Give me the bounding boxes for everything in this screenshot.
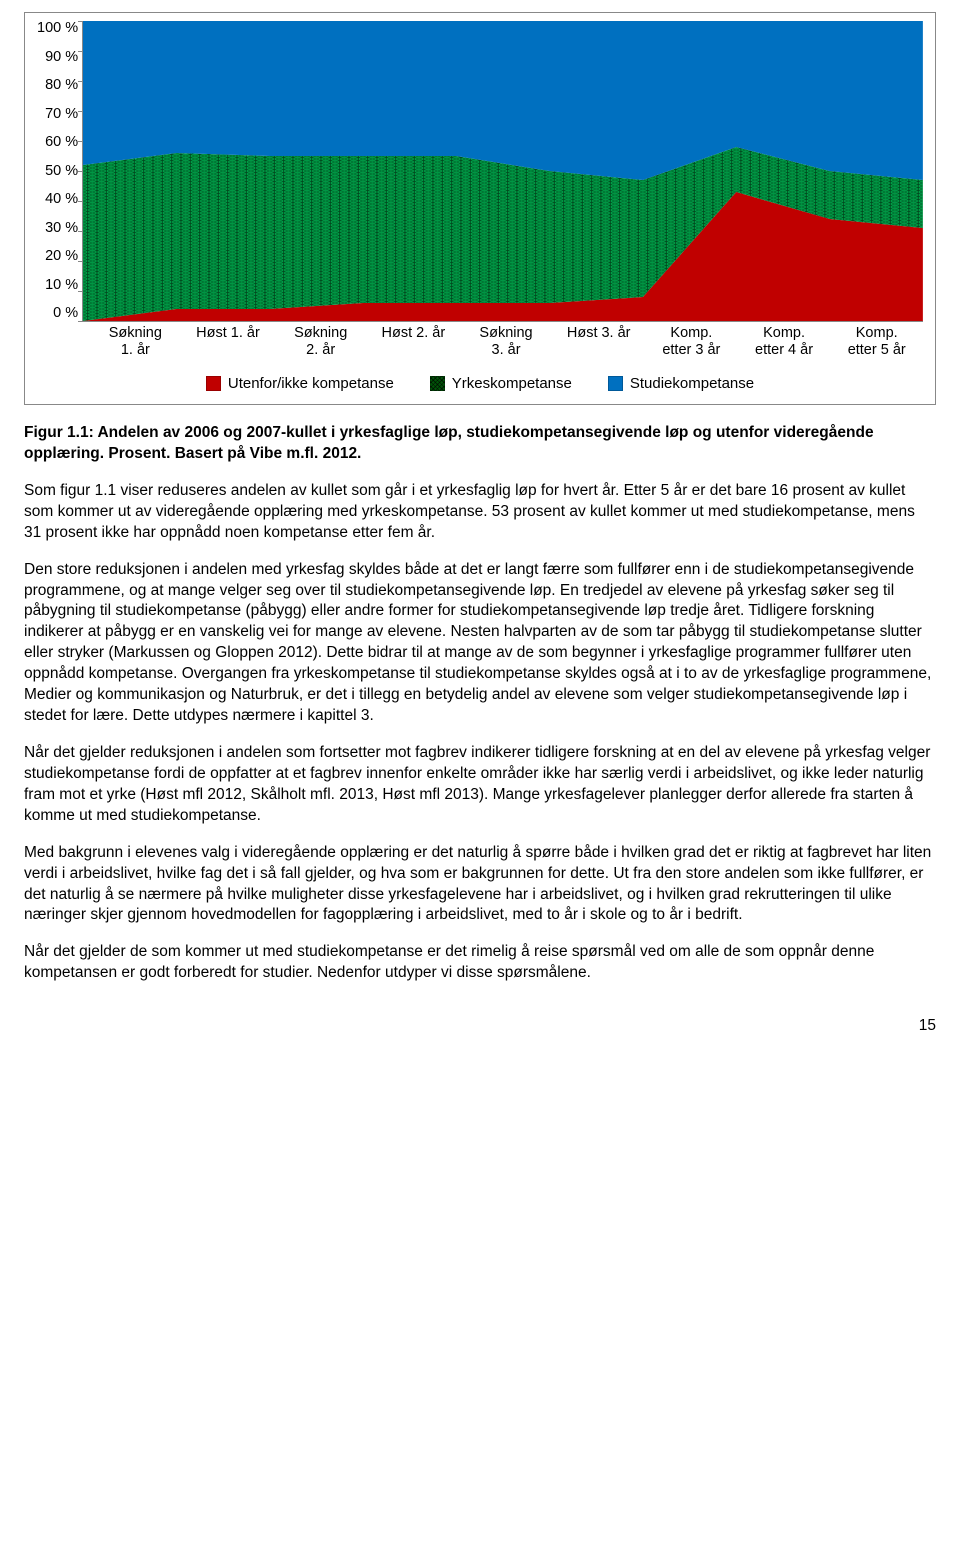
chart-container: 100 % 90 % 80 % 70 % 60 % 50 % 40 % 30 % 20 % 10 …	[24, 12, 936, 405]
legend-label: Utenfor/ikke kompetanse	[228, 374, 394, 394]
body-text: Som figur 1.1 viser reduseres andelen av…	[24, 481, 936, 984]
x-tick-label: Høst 1. år	[182, 321, 275, 360]
x-tick-label: Søkning3. år	[460, 321, 553, 360]
body-paragraph: Med bakgrunn i elevenes valg i videregåe…	[24, 843, 936, 927]
legend-label: Yrkeskompetanse	[452, 374, 572, 394]
x-tick-label: Komp.etter 4 år	[738, 321, 831, 360]
y-tick-label: 20 %	[45, 249, 78, 264]
legend-swatch	[206, 376, 221, 391]
y-tick-label: 80 %	[45, 78, 78, 93]
body-paragraph: Når det gjelder de som kommer ut med stu…	[24, 942, 936, 984]
x-tick-label: Komp.etter 5 år	[830, 321, 923, 360]
legend-item: Utenfor/ikke kompetanse	[206, 374, 394, 394]
chart-plot-row: 100 % 90 % 80 % 70 % 60 % 50 % 40 % 30 % 20 % 10 …	[37, 21, 923, 321]
chart-svg	[83, 21, 923, 321]
body-paragraph: Den store reduksjonen i andelen med yrke…	[24, 560, 936, 727]
x-tick-label: Komp.etter 3 år	[645, 321, 738, 360]
figure-caption: Figur 1.1: Andelen av 2006 og 2007-kulle…	[24, 423, 936, 465]
y-tick-label: 50 %	[45, 164, 78, 179]
legend-item: Studiekompetanse	[608, 374, 754, 394]
y-tick-label: 30 %	[45, 221, 78, 236]
y-tick-label: 70 %	[45, 107, 78, 122]
legend-label: Studiekompetanse	[630, 374, 754, 394]
y-tick-label: 10 %	[45, 278, 78, 293]
x-tick-label: Søkning2. år	[274, 321, 367, 360]
x-tick-label: Høst 3. år	[552, 321, 645, 360]
y-tick-label: 0 %	[53, 306, 78, 321]
legend-item: Yrkeskompetanse	[430, 374, 572, 394]
chart-x-axis: Søkning1. årHøst 1. årSøkning2. årHøst 2…	[89, 321, 923, 360]
x-tick-label: Søkning1. år	[89, 321, 182, 360]
legend-swatch	[608, 376, 623, 391]
y-tick-label: 60 %	[45, 135, 78, 150]
chart-y-axis: 100 % 90 % 80 % 70 % 60 % 50 % 40 % 30 % 20 % 10 …	[37, 21, 82, 321]
body-paragraph: Når det gjelder reduksjonen i andelen so…	[24, 743, 936, 827]
y-tick-label: 100 %	[37, 21, 78, 36]
chart-legend: Utenfor/ikke kompetanse Yrkeskompetanse St…	[37, 374, 923, 394]
page-number: 15	[24, 1016, 936, 1037]
legend-swatch	[430, 376, 445, 391]
y-tick-label: 40 %	[45, 192, 78, 207]
chart-plot-area	[82, 21, 923, 322]
x-tick-label: Høst 2. år	[367, 321, 460, 360]
body-paragraph: Som figur 1.1 viser reduseres andelen av…	[24, 481, 936, 544]
y-tick-label: 90 %	[45, 50, 78, 65]
